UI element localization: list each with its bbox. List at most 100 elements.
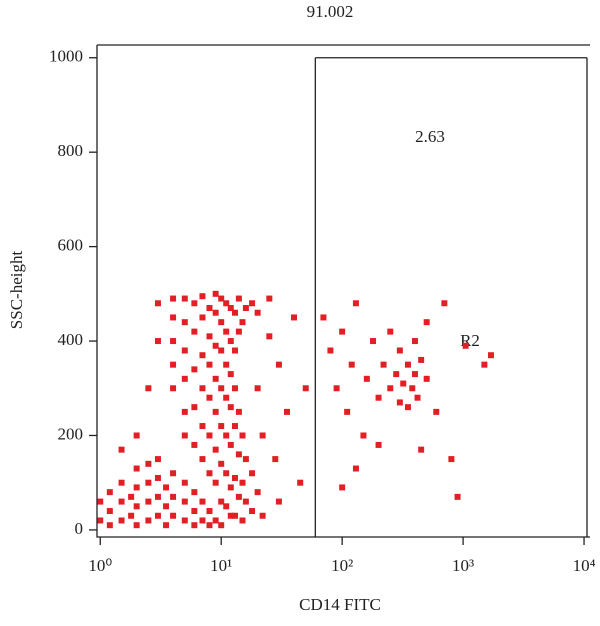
point xyxy=(223,300,230,307)
point xyxy=(231,347,238,354)
point xyxy=(242,456,249,463)
point xyxy=(360,432,367,439)
point xyxy=(181,498,188,505)
point xyxy=(231,474,238,481)
point xyxy=(170,295,177,302)
point xyxy=(404,404,411,411)
point xyxy=(170,314,177,321)
point xyxy=(411,371,418,378)
point xyxy=(409,385,416,392)
point xyxy=(170,470,177,477)
point xyxy=(339,484,346,491)
point xyxy=(223,361,230,368)
point xyxy=(231,512,238,519)
point xyxy=(266,333,273,340)
point xyxy=(199,385,206,392)
point xyxy=(231,309,238,316)
point xyxy=(118,498,125,505)
point xyxy=(212,517,219,524)
point xyxy=(170,338,177,345)
point xyxy=(418,446,425,453)
point xyxy=(284,408,291,415)
point xyxy=(191,522,198,529)
y-tick-label: 600 xyxy=(58,236,84,255)
point xyxy=(170,361,177,368)
point xyxy=(302,385,309,392)
point xyxy=(348,361,355,368)
y-tick-label: 1000 xyxy=(49,47,83,66)
x-axis-label: CD14 FITC xyxy=(299,595,381,614)
point xyxy=(291,314,298,321)
point xyxy=(218,295,225,302)
point xyxy=(218,460,225,467)
point xyxy=(181,432,188,439)
point xyxy=(199,314,206,321)
point xyxy=(249,508,256,515)
point xyxy=(259,512,266,519)
point xyxy=(106,522,113,529)
point xyxy=(223,394,230,401)
point xyxy=(223,470,230,477)
point xyxy=(254,489,261,496)
point xyxy=(133,432,140,439)
point xyxy=(133,465,140,472)
point xyxy=(199,456,206,463)
point xyxy=(223,503,230,510)
point xyxy=(352,300,359,307)
point xyxy=(206,394,213,401)
point xyxy=(128,493,135,500)
point xyxy=(218,498,225,505)
point xyxy=(145,498,152,505)
point xyxy=(231,385,238,392)
point xyxy=(191,489,198,496)
point xyxy=(404,361,411,368)
point xyxy=(163,484,170,491)
point xyxy=(206,304,213,311)
point xyxy=(375,441,382,448)
point xyxy=(235,328,242,335)
annotation: 91.002 xyxy=(307,2,354,21)
point xyxy=(411,338,418,345)
y-axis-label: SSC-height xyxy=(7,251,26,330)
point xyxy=(227,512,234,519)
point xyxy=(448,456,455,463)
point xyxy=(206,470,213,477)
y-tick-label: 0 xyxy=(75,519,84,538)
point xyxy=(145,479,152,486)
point xyxy=(118,517,125,524)
point xyxy=(191,328,198,335)
y-tick-label: 800 xyxy=(58,141,84,160)
point xyxy=(106,489,113,496)
point xyxy=(396,347,403,354)
point xyxy=(97,498,104,505)
point xyxy=(239,432,246,439)
point xyxy=(181,295,188,302)
point xyxy=(133,522,140,529)
point xyxy=(181,479,188,486)
point xyxy=(249,300,256,307)
x-tick-label: 10³ xyxy=(452,556,474,575)
x-tick-label: 10⁰ xyxy=(88,556,112,575)
point xyxy=(227,404,234,411)
point xyxy=(145,517,152,524)
point xyxy=(212,479,219,486)
point xyxy=(275,498,282,505)
point xyxy=(352,465,359,472)
point xyxy=(154,493,161,500)
point xyxy=(254,385,261,392)
point xyxy=(259,432,266,439)
point xyxy=(235,408,242,415)
point xyxy=(380,361,387,368)
point xyxy=(145,385,152,392)
point xyxy=(145,460,152,467)
point xyxy=(227,484,234,491)
annotation: 2.63 xyxy=(415,127,445,146)
point xyxy=(206,522,213,529)
x-tick-label: 10² xyxy=(331,556,353,575)
point xyxy=(297,479,304,486)
point xyxy=(191,404,198,411)
point xyxy=(266,295,273,302)
point xyxy=(239,479,246,486)
point xyxy=(181,517,188,524)
point xyxy=(249,470,256,477)
